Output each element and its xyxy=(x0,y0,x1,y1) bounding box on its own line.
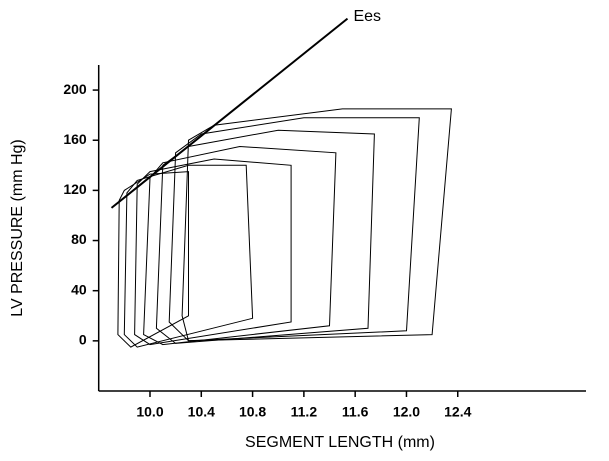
pressure-length-loop xyxy=(117,171,189,348)
y-tick-label: 80 xyxy=(71,231,87,247)
x-tick-label: 10.4 xyxy=(188,404,215,420)
y-axis-title: LV PRESSURE (mm Hg) xyxy=(9,139,26,317)
x-tick-label: 11.6 xyxy=(342,404,369,420)
x-tick-label: 11.2 xyxy=(291,404,318,420)
pressure-length-loop xyxy=(134,158,292,346)
x-tick-label: 10.0 xyxy=(136,404,163,420)
x-tick-label: 10.8 xyxy=(239,404,266,420)
y-tick-label: 40 xyxy=(71,281,87,297)
y-tick-label: 0 xyxy=(79,332,87,348)
x-tick-label: 12.4 xyxy=(444,404,471,420)
pressure-length-loop xyxy=(168,117,420,342)
y-tick-label: 120 xyxy=(63,181,87,197)
x-axis-title: SEGMENT LENGTH (mm) xyxy=(245,434,435,451)
x-tick-label: 12.0 xyxy=(393,404,420,420)
pressure-length-loop xyxy=(181,108,452,342)
y-tick-label: 160 xyxy=(63,131,87,147)
pressure-length-loop xyxy=(155,129,375,344)
y-tick-label: 200 xyxy=(63,81,87,97)
ees-line xyxy=(110,17,349,209)
ees-label: Ees xyxy=(353,8,381,25)
